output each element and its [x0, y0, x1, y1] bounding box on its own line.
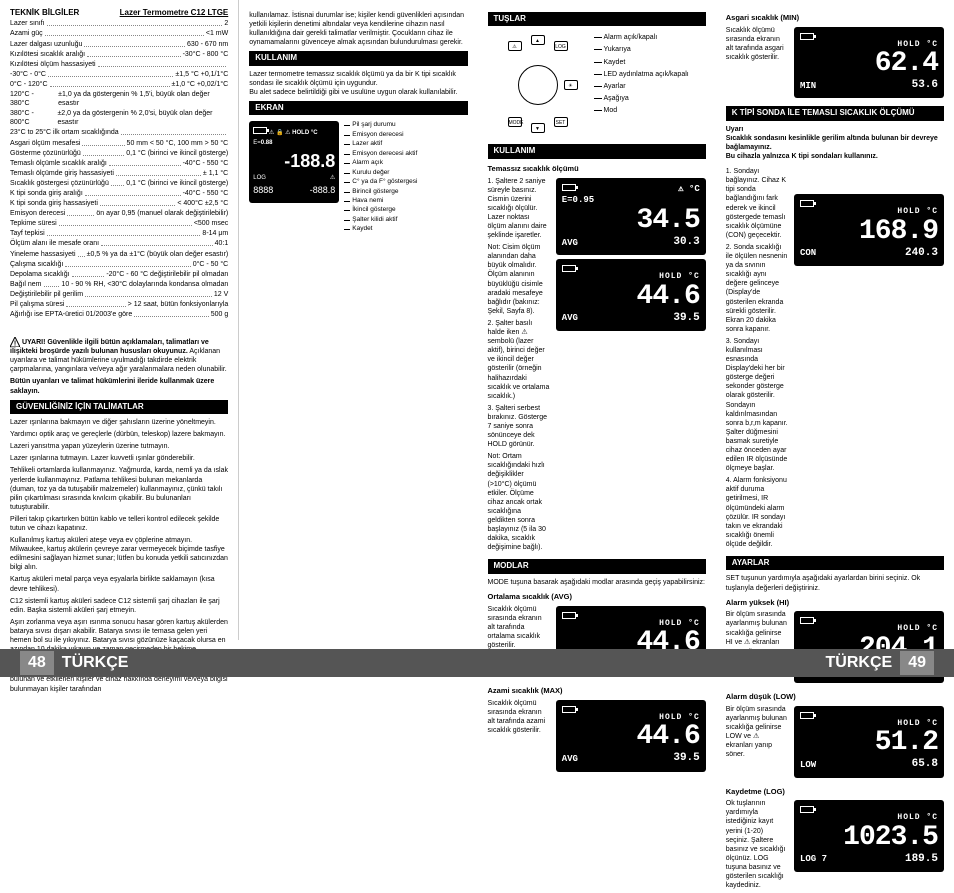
low-title: Alarm düşük (LOW)	[726, 692, 944, 702]
header-title: TEKNİK BİLGİLER	[10, 8, 79, 18]
min-body: Sıcaklık ölçümü sırasında ekranın alt ta…	[726, 26, 788, 62]
log-body: Ok tuşlarının yardımıyla istediğiniz kay…	[726, 799, 788, 890]
usage-body: Lazer termometre temassız sıcaklık ölçüm…	[249, 70, 467, 97]
contactless-steps: 1. Şaltere 2 saniye süreyle basınız. Cis…	[488, 174, 550, 556]
buttons-labels: Alarm açık/kapalıYukarıyaKaydetLED aydın…	[594, 30, 706, 140]
section-contact: K TİPİ SONDA İLE TEMASLI SICAKLIK ÖLÇÜMÜ	[726, 106, 944, 120]
alarm-button[interactable]: ⚠	[508, 41, 522, 51]
section-usage2: KULLANIM	[488, 144, 706, 158]
save-button[interactable]: LOG	[554, 41, 568, 51]
button-dial: ⚠ ▲ LOG ☀ SET ▼ MODE	[488, 35, 588, 135]
avg-body: Sıcaklık ölçümü sırasında ekranın alt ta…	[488, 605, 550, 650]
mode-button[interactable]: MODE	[508, 117, 522, 127]
section-safety: GÜVENLİĞİNİZ İÇİN TALİMATLAR	[10, 400, 228, 414]
hi-title: Alarm yüksek (HI)	[726, 598, 944, 608]
light-button[interactable]: ☀	[564, 80, 578, 90]
footer: 48TÜRKÇE TÜRKÇE49	[0, 649, 954, 677]
section-modes: MODLAR	[488, 559, 706, 573]
lcd-max: HOLD °C 44.6 AVG39.5	[556, 700, 706, 772]
display-diagram: ⚠ 🔒 ⚠ HOLD °C E=0.88 -188.8 LOG⚠ 8888-88…	[249, 121, 339, 202]
section-display: EKRAN	[249, 101, 467, 115]
lcd-example1: ⚠ °C E=0.95 34.5 AVG30.3	[556, 178, 706, 256]
max-title: Azami sıcaklık (MAX)	[488, 686, 706, 696]
safety-continued: kullanılamaz. İstisnai durumlar ise; kiş…	[249, 11, 467, 47]
up-button[interactable]: ▲	[531, 35, 545, 45]
settings-body: SET tuşunun yardımıyla aşağıdaki ayarlar…	[726, 574, 944, 592]
warning-keep: Bütün uyarıları ve talimat hükümlerini i…	[10, 377, 228, 395]
spec-table: Lazer sınıfı2Azami güç<1 mWLazer dalgası…	[10, 19, 228, 319]
contact-warning: Uyarı Sıcaklık sondasını kesinlikle geri…	[726, 125, 944, 161]
lcd-min: HOLD °C 62.4 MIN53.6	[794, 27, 944, 99]
page-right: 49	[900, 651, 934, 676]
warning-title: UYARI! Güvenlikle ilgili bütün açıklamal…	[10, 339, 209, 355]
log-title: Kaydetme (LOG)	[726, 787, 944, 797]
lcd-low: HOLD °C 51.2 LOW65.8	[794, 706, 944, 778]
lcd-log: HOLD °C 1023.5 LOG 7189.5	[794, 800, 944, 872]
down-button[interactable]: ▼	[531, 123, 545, 133]
header-model: Lazer Termometre C12 LTGE	[120, 8, 229, 18]
low-body: Bir ölçüm sırasında ayarlanmış bulunan s…	[726, 705, 788, 760]
lcd-example2: HOLD °C 44.6 AVG39.5	[556, 259, 706, 331]
min-title: Asgari sıcaklık (MIN)	[726, 13, 944, 23]
svg-text:!: !	[14, 341, 16, 348]
settings-button[interactable]: SET	[554, 117, 568, 127]
modes-intro: MODE tuşuna basarak aşağıdaki modlar ara…	[488, 578, 706, 587]
display-labels: Pil şarj durumuEmisyon derecesiLazer akt…	[344, 121, 467, 233]
warning-icon: !	[10, 337, 20, 347]
section-settings: AYARLAR	[726, 556, 944, 570]
contact-steps: 1. Sondayı bağlayınız. Cihaz K tipi sond…	[726, 164, 788, 552]
avg-title: Ortalama sıcaklık (AVG)	[488, 592, 706, 602]
max-body: Sıcaklık ölçümü sırasında ekranın alt ta…	[488, 699, 550, 735]
section-buttons: TUŞLAR	[488, 12, 706, 26]
contactless-title: Temassız sıcaklık ölçümü	[488, 164, 706, 174]
section-usage: KULLANIM	[249, 51, 467, 65]
lcd-contact: HOLD °C 168.9 CON240.3	[794, 194, 944, 266]
page-left: 48	[20, 651, 54, 676]
